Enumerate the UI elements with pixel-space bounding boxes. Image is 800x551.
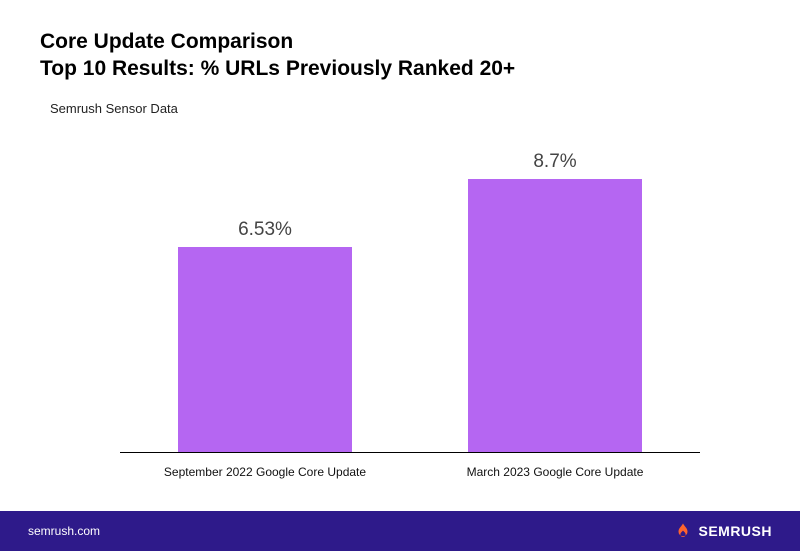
chart-bars: 6.53% 8.7% bbox=[120, 138, 700, 453]
footer-url: semrush.com bbox=[28, 524, 100, 538]
bar-value-label: 8.7% bbox=[533, 151, 576, 173]
brand-footer: semrush.com SEMRUSH bbox=[0, 511, 800, 551]
chart-title-line1: Core Update Comparison bbox=[40, 30, 293, 53]
chart-area: 6.53% 8.7% September 2022 Google Core Upd… bbox=[40, 138, 760, 501]
x-axis-label: September 2022 Google Core Update bbox=[120, 465, 410, 479]
chart-card: Core Update Comparison Top 10 Results: %… bbox=[0, 0, 800, 551]
brand-logo: SEMRUSH bbox=[674, 522, 772, 540]
chart-title-line2: Top 10 Results: % URLs Previously Ranked… bbox=[40, 57, 515, 80]
bar-slot: 6.53% bbox=[120, 138, 410, 453]
chart-content: Core Update Comparison Top 10 Results: %… bbox=[0, 0, 800, 511]
chart-subtitle: Semrush Sensor Data bbox=[50, 101, 760, 116]
chart-plot: 6.53% 8.7% bbox=[120, 138, 700, 453]
bar-slot: 8.7% bbox=[410, 138, 700, 453]
chart-baseline bbox=[120, 452, 700, 453]
chart-x-labels: September 2022 Google Core UpdateMarch 2… bbox=[120, 465, 700, 479]
bar bbox=[178, 247, 352, 453]
chart-title: Core Update Comparison Top 10 Results: %… bbox=[40, 28, 760, 83]
flame-icon bbox=[674, 522, 692, 540]
brand-name: SEMRUSH bbox=[698, 523, 772, 539]
x-axis-label: March 2023 Google Core Update bbox=[410, 465, 700, 479]
bar bbox=[468, 179, 642, 453]
bar-value-label: 6.53% bbox=[238, 219, 292, 241]
